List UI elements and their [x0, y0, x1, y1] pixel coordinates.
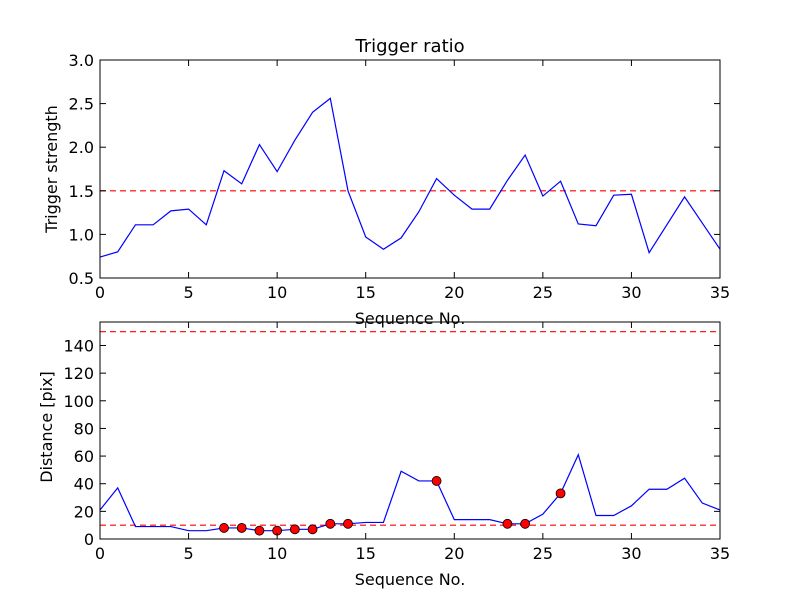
distance-chart: Sequence No. Distance [pix] 0 5 10 15 20 25 30…	[37, 321, 730, 589]
chart-title: Trigger ratio	[354, 36, 464, 57]
x-tick-label: 0	[95, 283, 105, 302]
data-point-marker	[431, 476, 442, 486]
data-point-marker	[219, 523, 229, 533]
x-axis-label: Sequence No.	[355, 570, 466, 589]
y-tick-label: 2.0	[69, 138, 94, 157]
x-tick-label: 5	[183, 544, 193, 563]
data-point-marker	[236, 523, 247, 533]
y-tick-label: 0	[84, 530, 94, 549]
x-tick-label: 5	[183, 283, 193, 302]
data-point-marker	[254, 525, 265, 536]
y-tick-label: 60	[74, 447, 94, 466]
x-tick-label: 10	[267, 544, 287, 563]
data-point-marker	[289, 524, 300, 535]
x-tick-label: 20	[444, 544, 464, 563]
x-tick-label: 35	[710, 544, 730, 563]
x-tick-label: 15	[356, 283, 376, 302]
y-tick-label: 100	[63, 392, 94, 411]
y-axis-label: Trigger strength	[42, 105, 61, 234]
data-point-marker	[555, 488, 566, 499]
x-tick-label: 25	[533, 544, 553, 563]
x-tick-label: 35	[710, 283, 730, 302]
data-point-marker	[343, 518, 353, 529]
y-tick-label: 0.5	[69, 269, 94, 288]
x-axis-label: Sequence No.	[355, 309, 466, 328]
y-tick-label: 140	[63, 336, 94, 355]
plot-frame	[99, 321, 721, 540]
y-tick-label: 80	[74, 419, 94, 438]
series-line	[99, 97, 721, 258]
x-tick-label: 30	[621, 283, 641, 302]
x-tick-label: 20	[444, 283, 464, 302]
y-tick-label: 1.5	[69, 182, 94, 201]
data-point-marker	[307, 524, 318, 535]
x-tick-label: 10	[267, 283, 287, 302]
x-tick-label: 15	[356, 544, 376, 563]
x-tick-label: 30	[621, 544, 641, 563]
data-point-marker	[325, 518, 336, 529]
y-tick-label: 2.5	[69, 95, 94, 114]
data-point-marker	[520, 518, 531, 529]
y-tick-label: 120	[63, 364, 94, 383]
x-tick-label: 0	[95, 544, 105, 563]
y-tick-label: 40	[74, 475, 94, 494]
y-tick-label: 20	[74, 502, 94, 521]
y-tick-label: 1.0	[69, 225, 94, 244]
x-tick-label: 25	[533, 283, 553, 302]
y-axis-label: Distance [pix]	[37, 371, 56, 483]
data-point-marker	[502, 518, 513, 529]
y-tick-label: 3.0	[69, 51, 94, 70]
series-line	[99, 452, 721, 532]
trigger-ratio-chart: Trigger ratio Sequence No. Trigger stren…	[42, 36, 730, 328]
plot-frame	[99, 59, 721, 279]
